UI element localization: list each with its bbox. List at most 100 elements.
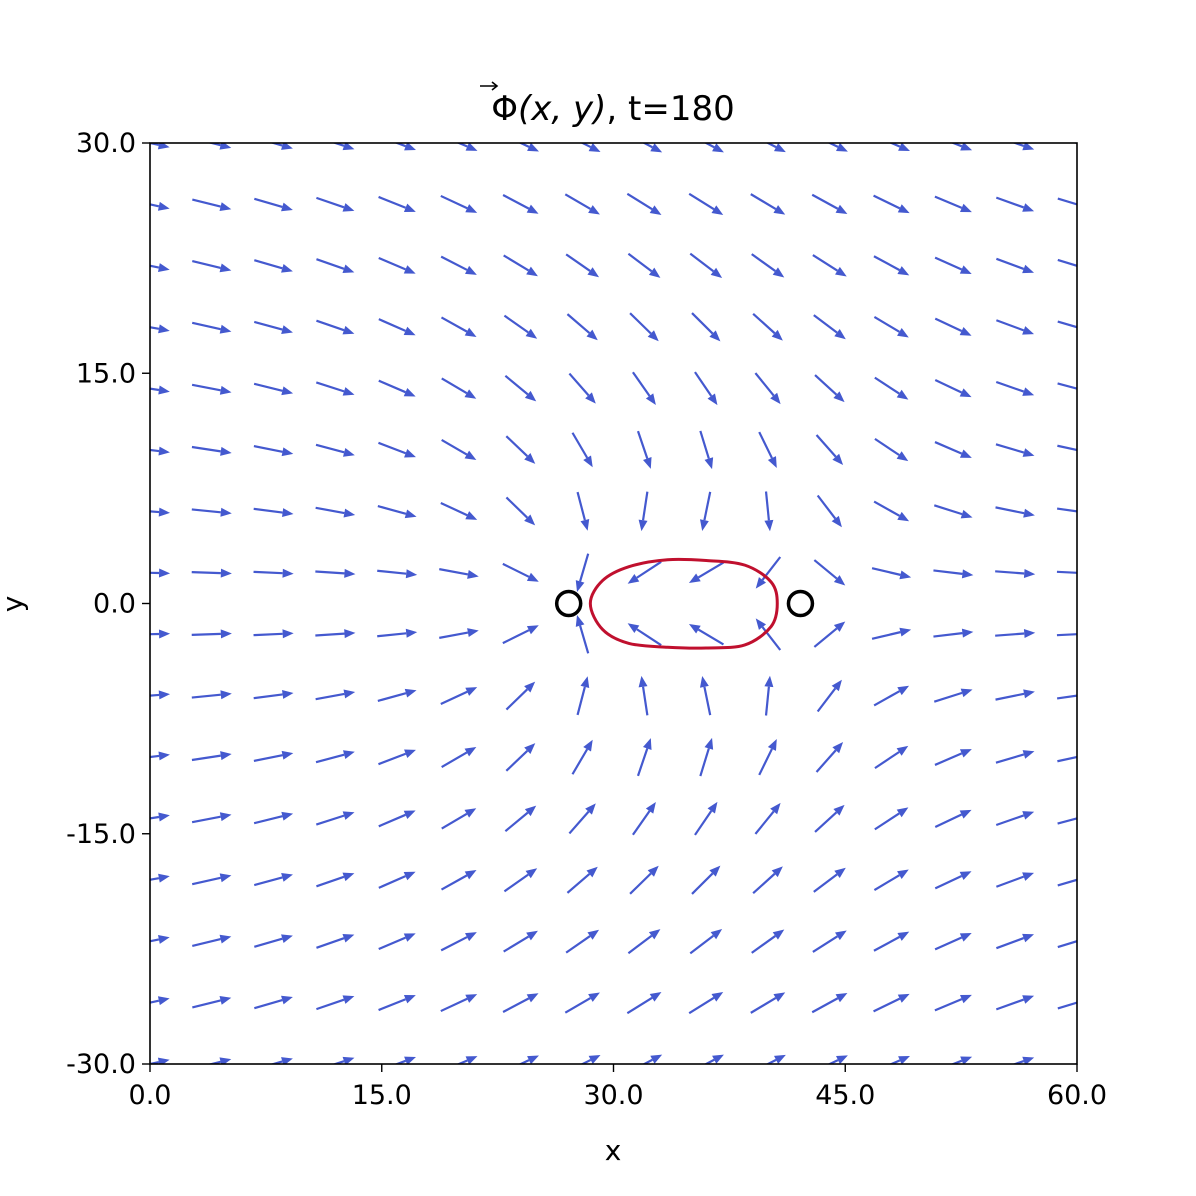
field-arrow [315,443,355,457]
field-arrow [566,866,598,894]
field-arrow [566,313,598,341]
field-arrow [456,1056,478,1064]
field-arrow [440,687,478,706]
y-axis-label: y [0,596,29,613]
field-arrow [874,807,909,831]
field-arrow [565,929,600,954]
title-phi: Φ [491,89,518,129]
field-arrow [813,621,846,648]
field-arrow [503,930,538,953]
vortex-marker [786,589,815,618]
x-tick-label: 0.0 [129,1080,172,1111]
field-arrow [827,143,848,152]
field-arrow [688,192,724,216]
field-arrow [505,496,536,526]
field-arrow [253,689,294,700]
field-arrow [192,996,232,1009]
y-tick-label: 15.0 [76,358,136,389]
field-arrow [571,739,593,775]
field-arrow [504,805,537,833]
field-arrow [150,934,170,944]
field-arrow [703,1054,724,1064]
field-arrow [394,143,416,151]
field-arrow [269,1057,293,1064]
field-arrow [441,377,477,399]
y-tick-label: 0.0 [93,589,136,620]
field-arrow [995,689,1035,701]
field-arrow [874,437,909,462]
field-arrow [377,505,417,519]
field-arrow [192,260,232,273]
field-arrow [440,255,477,275]
title-vector-arrow-icon [480,81,499,91]
field-arrow [750,992,786,1014]
field-arrow [191,383,232,395]
field-arrow [871,627,912,640]
field-arrow [636,430,652,469]
field-arrow [316,933,355,949]
field-arrow [765,1054,786,1064]
field-arrow [871,567,912,580]
plot-frame [149,142,1078,1065]
field-arrow [873,500,910,522]
field-arrow [315,750,355,764]
field-arrow [503,868,538,893]
field-arrow [694,371,718,406]
field-arrow [1057,382,1077,390]
field-arrow [758,739,777,776]
field-arrow [689,252,723,278]
field-arrow [811,193,848,215]
field-arrow [207,143,232,150]
field-arrow [254,197,293,212]
field-arrow [814,804,845,833]
field-arrow [1057,320,1077,329]
field-arrow [253,568,294,578]
field-arrow [642,1054,663,1064]
field-arrow [503,314,538,339]
field-arrow [699,737,714,777]
contour-layer [588,557,779,650]
field-arrow [378,318,416,336]
field-arrow [502,625,539,645]
field-arrow [580,143,601,153]
field-arrow [502,194,539,214]
field-arrow [995,380,1035,396]
field-arrow [456,143,478,151]
field-arrow [638,491,649,532]
field-arrow [316,872,355,888]
field-arrow [377,628,418,638]
field-arrow [873,869,909,892]
field-arrow [934,317,972,336]
y-tick-label: 30.0 [76,128,136,159]
field-arrow [934,809,972,828]
field-arrow [1056,694,1077,700]
y-tick-label: -30.0 [66,1049,136,1080]
field-arrow [933,628,974,638]
field-arrow [378,995,416,1012]
field-arrow [378,379,416,397]
field-arrow [816,679,842,713]
field-arrow [253,811,294,825]
field-arrow [378,749,416,766]
field-arrow [571,432,593,468]
field-arrow [699,430,714,470]
vortex-markers [554,589,815,618]
field-arrow [813,867,846,893]
field-arrow [378,933,416,951]
field-arrow [995,811,1035,827]
field-arrow [755,618,782,651]
field-arrow [629,865,659,895]
field-arrow [253,873,293,887]
vector-field [150,143,1077,1064]
field-arrow [315,506,356,518]
field-arrow [873,194,910,214]
field-arrow [440,932,477,952]
field-arrow [253,750,294,762]
field-arrow [191,629,232,639]
field-arrow [150,446,170,456]
field-arrow [995,872,1035,888]
field-arrow [394,1056,416,1064]
x-tick-label: 45.0 [815,1080,875,1111]
field-arrow [191,873,232,886]
field-arrow [934,932,972,951]
